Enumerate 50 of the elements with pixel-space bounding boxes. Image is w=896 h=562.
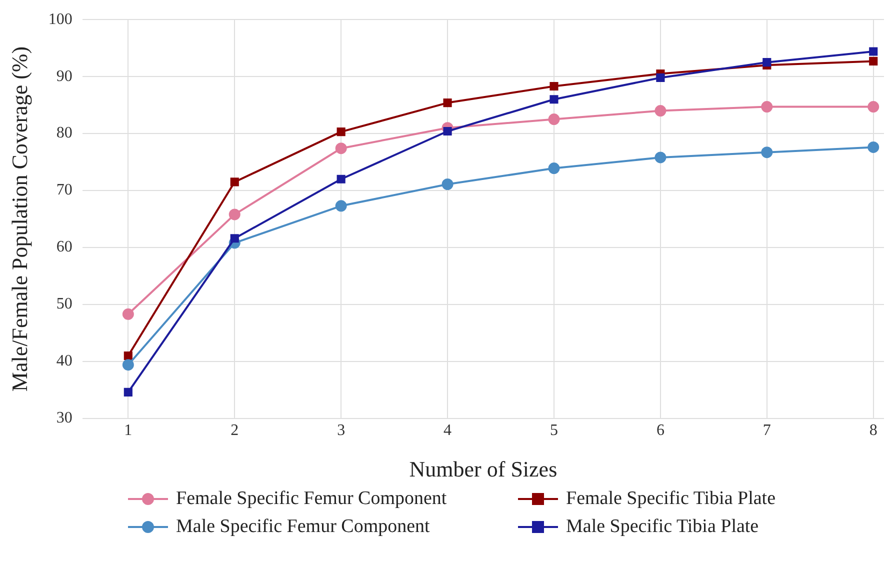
point [124, 351, 132, 360]
x-tick-label: 7 [762, 422, 771, 440]
point [442, 178, 454, 190]
point [124, 388, 132, 396]
point [548, 114, 560, 126]
point [122, 308, 134, 320]
point [230, 178, 239, 186]
point [336, 174, 346, 184]
y-tick-label: 50 [56, 296, 72, 313]
point [761, 101, 773, 113]
point [443, 126, 452, 136]
y-tick-label: 100 [48, 10, 72, 28]
legend-label: Female Specific Femur Component [176, 488, 447, 510]
x-tick-label: 2 [230, 422, 239, 440]
x-tick-label: 4 [444, 422, 452, 440]
point [230, 234, 239, 243]
x-tick-label: 1 [124, 422, 132, 440]
point [869, 47, 878, 56]
point [761, 146, 773, 158]
point [228, 208, 240, 220]
point [336, 128, 346, 136]
point [550, 82, 558, 91]
point [443, 98, 452, 108]
legend-label: Female Specific Tibia Plate [566, 488, 776, 510]
point [548, 162, 560, 174]
y-tick-label: 30 [56, 410, 72, 427]
y-tick-label: 40 [56, 352, 72, 370]
legend-label: Male Specific Femur Component [176, 516, 430, 538]
x-tick-label: 6 [656, 422, 664, 440]
x-tick-label: 5 [550, 422, 558, 440]
x-tick-label: 8 [869, 422, 878, 440]
point [656, 73, 665, 82]
x-tick-label: 3 [337, 422, 346, 440]
point [654, 105, 666, 117]
point [335, 142, 347, 154]
y-axis-title: Male/Female Population Coverage (%) [6, 46, 32, 392]
point [869, 56, 878, 66]
y-tick-label: 90 [56, 68, 72, 85]
point [762, 58, 772, 67]
point [335, 200, 347, 212]
y-tick-label: 70 [56, 182, 72, 199]
point [868, 141, 880, 153]
point [868, 101, 880, 113]
point [654, 152, 666, 164]
legend-label: Male Specific Tibia Plate [566, 516, 759, 538]
x-axis-title: Number of Sizes [409, 456, 558, 482]
point [122, 359, 134, 371]
y-tick-label: 80 [56, 124, 72, 142]
point [550, 95, 558, 104]
y-tick-label: 60 [56, 238, 72, 256]
